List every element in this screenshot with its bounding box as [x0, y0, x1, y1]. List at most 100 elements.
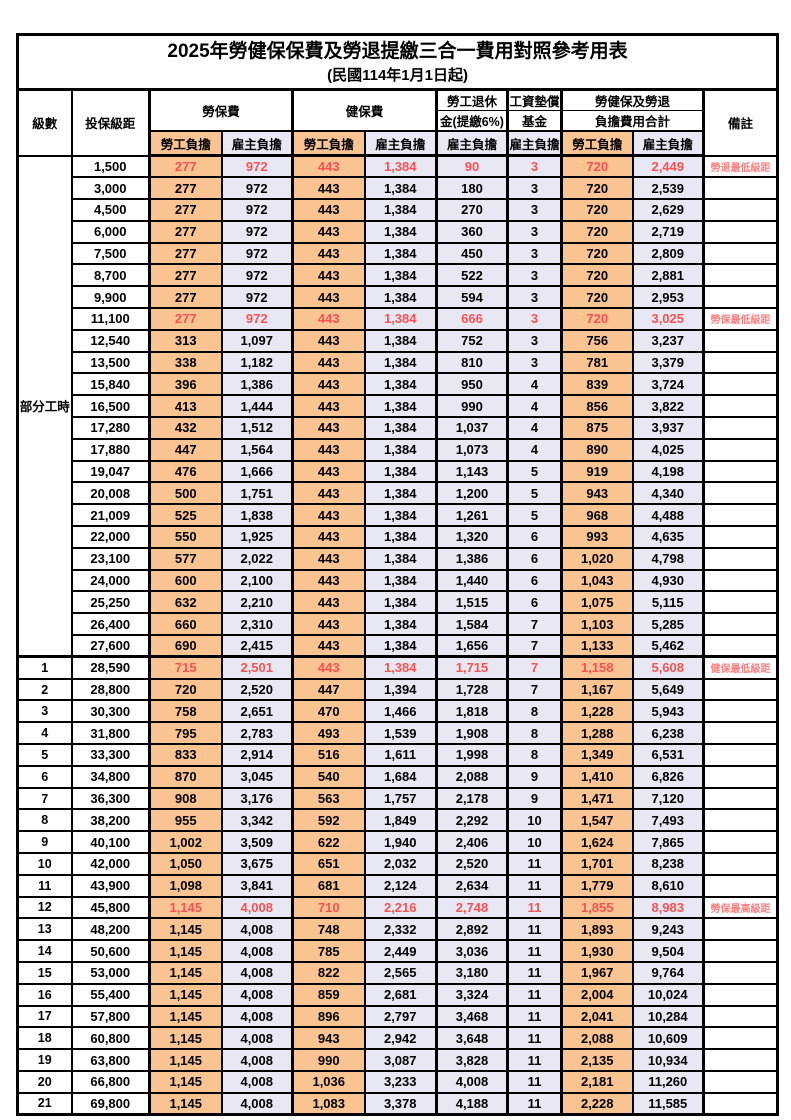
health-employer-cell: 1,384 — [363, 219, 438, 244]
health-employer-cell: 1,384 — [363, 176, 438, 201]
table-row: 2 28,800 720 2,520 447 1,394 1,728 7 1,167 5,649 — [16, 677, 779, 702]
labor-employer-cell: 972 — [220, 285, 294, 310]
total-employee-cell: 2,004 — [560, 982, 634, 1007]
health-employee-cell: 443 — [291, 350, 366, 375]
pension-employer-cell: 3,828 — [435, 1048, 509, 1072]
health-employer-cell: 1,384 — [363, 568, 438, 593]
total-employee-cell: 993 — [560, 525, 634, 549]
fund-employer-cell: 3 — [506, 307, 563, 331]
remark-cell: 勞保最低級距 — [701, 307, 779, 331]
level-cell: 5 — [16, 743, 73, 767]
remark-cell — [701, 241, 779, 266]
total-employee-cell: 1,043 — [560, 568, 634, 593]
table-row: 4,500 277 972 443 1,384 270 3 720 2,629 — [18, 198, 779, 222]
level-cell: 12 — [16, 895, 73, 920]
bracket-cell: 19,047 — [70, 459, 151, 484]
fund-employer-cell: 5 — [506, 503, 563, 528]
labor-employer-cell: 1,182 — [220, 350, 294, 375]
labor-employee-cell: 660 — [148, 612, 223, 637]
pension-employer-cell: 522 — [435, 263, 509, 288]
total-employer-cell: 10,934 — [631, 1048, 705, 1072]
remark-cell — [701, 873, 779, 898]
table-row: 24,000 600 2,100 443 1,384 1,440 6 1,043 4,930 — [18, 568, 779, 593]
pension-employer-cell: 810 — [435, 350, 509, 375]
health-employee-cell: 859 — [291, 982, 366, 1007]
fund-employer-cell: 4 — [506, 416, 563, 440]
health-employer-cell: 1,384 — [363, 154, 438, 179]
health-employer-cell: 1,384 — [363, 394, 438, 419]
remark-cell — [701, 198, 779, 222]
pension-employer-cell: 2,634 — [435, 873, 509, 898]
pension-employer-cell: 180 — [435, 176, 509, 201]
remark-cell: 勞退最低級距 — [701, 154, 779, 179]
pension-employer-cell: 360 — [435, 219, 509, 244]
labor-employee-cell: 1,145 — [148, 895, 223, 920]
subheader-total-employee: 勞工負擔 — [560, 130, 634, 157]
total-employer-cell: 2,953 — [631, 285, 705, 310]
bracket-cell: 69,800 — [70, 1091, 151, 1116]
total-employer-cell: 4,930 — [631, 568, 705, 593]
fund-employer-cell: 7 — [506, 634, 563, 658]
bracket-cell: 43,900 — [70, 873, 151, 898]
total-employer-cell: 9,504 — [631, 939, 705, 963]
total-employer-cell: 3,724 — [631, 372, 705, 397]
fund-employer-cell: 8 — [506, 743, 563, 767]
total-employer-cell: 8,610 — [631, 873, 705, 898]
total-employer-cell: 3,379 — [631, 350, 705, 375]
health-employee-cell: 443 — [291, 241, 366, 266]
header-remark: 備註 — [701, 88, 779, 157]
labor-employee-cell: 715 — [148, 655, 223, 680]
health-employer-cell: 1,384 — [363, 307, 438, 331]
health-employer-cell: 3,233 — [363, 1069, 438, 1094]
header-fund-line2: 基金 — [506, 110, 563, 132]
health-employer-cell: 1,940 — [363, 830, 438, 854]
fund-employer-cell: 11 — [506, 960, 563, 985]
bracket-cell: 22,000 — [70, 525, 151, 549]
labor-employee-cell: 447 — [148, 437, 223, 462]
health-employer-cell: 1,384 — [363, 350, 438, 375]
table-row: 10 42,000 1,050 3,675 651 2,032 2,520 11 1,701 8,… — [16, 852, 779, 876]
health-employee-cell: 443 — [291, 263, 366, 288]
pension-employer-cell: 1,656 — [435, 634, 509, 658]
bracket-cell: 45,800 — [70, 895, 151, 920]
total-employee-cell: 839 — [560, 372, 634, 397]
fund-employer-cell: 3 — [506, 154, 563, 179]
health-employee-cell: 443 — [291, 219, 366, 244]
total-employee-cell: 856 — [560, 394, 634, 419]
health-employee-cell: 710 — [291, 895, 366, 920]
fund-employer-cell: 4 — [506, 437, 563, 462]
remark-cell — [701, 176, 779, 201]
total-employer-cell: 7,493 — [631, 808, 705, 833]
labor-employer-cell: 1,925 — [220, 525, 294, 549]
health-employee-cell: 443 — [291, 154, 366, 179]
table-row: 17,880 447 1,564 443 1,384 1,073 4 890 4,025 — [18, 437, 779, 462]
remark-cell — [701, 1026, 779, 1051]
health-employer-cell: 1,466 — [363, 699, 438, 724]
labor-employer-cell: 3,509 — [220, 830, 294, 854]
fund-employer-cell: 11 — [506, 873, 563, 898]
level-cell: 17 — [16, 1004, 73, 1029]
health-employer-cell: 1,384 — [363, 241, 438, 266]
level-cell: 20 — [16, 1069, 73, 1094]
level-cell: 13 — [16, 917, 73, 942]
health-employer-cell: 1,384 — [363, 590, 438, 615]
labor-employer-cell: 2,310 — [220, 612, 294, 637]
pension-employer-cell: 2,892 — [435, 917, 509, 942]
table-row: 17,280 432 1,512 443 1,384 1,037 4 875 3,937 — [18, 416, 779, 440]
total-employer-cell: 10,284 — [631, 1004, 705, 1029]
remark-cell — [701, 394, 779, 419]
labor-employer-cell: 2,210 — [220, 590, 294, 615]
total-employer-cell: 4,025 — [631, 437, 705, 462]
fund-employer-cell: 10 — [506, 830, 563, 854]
total-employee-cell: 1,349 — [560, 743, 634, 767]
table-row: 14 50,600 1,145 4,008 785 2,449 3,036 11 1,930 9,… — [16, 939, 779, 963]
labor-employer-cell: 4,008 — [220, 1004, 294, 1029]
total-employer-cell: 5,285 — [631, 612, 705, 637]
health-employer-cell: 1,384 — [363, 198, 438, 222]
table-row: 7,500 277 972 443 1,384 450 3 720 2,809 — [18, 241, 779, 266]
table-row: 20,008 500 1,751 443 1,384 1,200 5 943 4,340 — [18, 481, 779, 506]
fund-employer-cell: 5 — [506, 481, 563, 506]
fund-employer-cell: 3 — [506, 176, 563, 201]
total-employer-cell: 5,943 — [631, 699, 705, 724]
pension-employer-cell: 3,324 — [435, 982, 509, 1007]
